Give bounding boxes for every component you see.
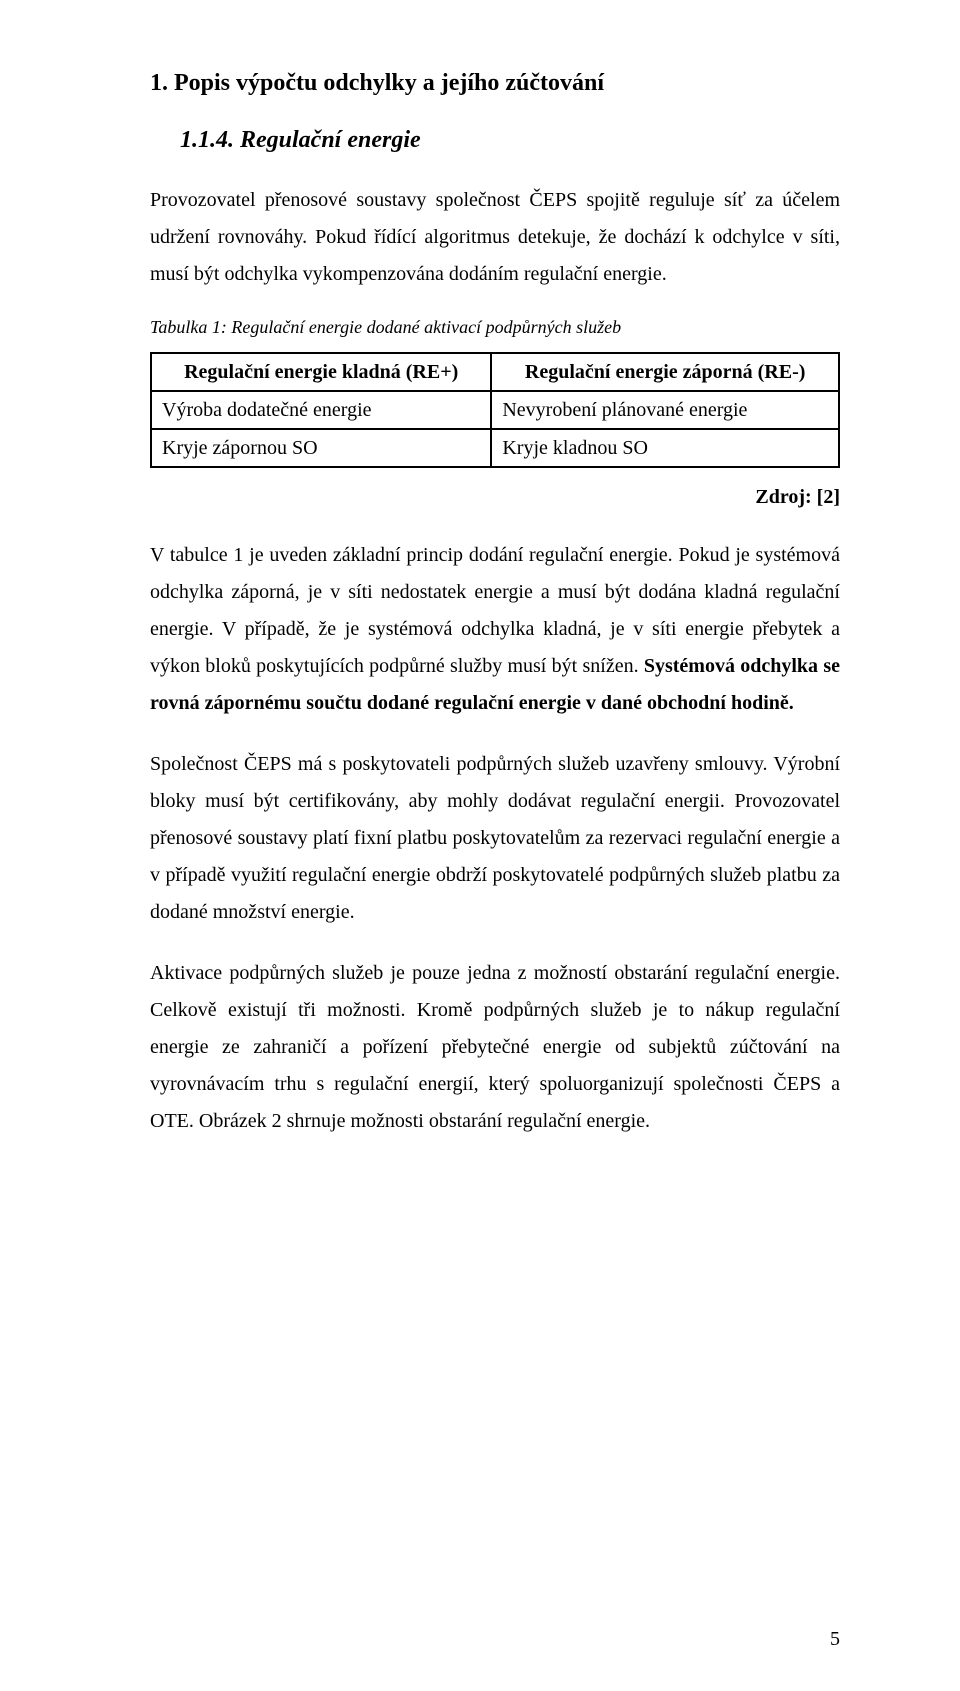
table-caption-text: : Regulační energie dodané aktivací podp… xyxy=(221,317,621,337)
regulation-energy-table: Regulační energie kladná (RE+) Regulační… xyxy=(150,352,840,468)
table-row: Kryje zápornou SO Kryje kladnou SO xyxy=(151,429,839,467)
paragraph-3: Společnost ČEPS má s poskytovateli podpů… xyxy=(150,746,840,931)
table-header-row: Regulační energie kladná (RE+) Regulační… xyxy=(151,353,839,391)
page-number: 5 xyxy=(830,1628,840,1651)
table-cell: Kryje zápornou SO xyxy=(151,429,491,467)
table-header-cell: Regulační energie kladná (RE+) xyxy=(151,353,491,391)
document-page: 1. Popis výpočtu odchylky a jejího zúčto… xyxy=(0,0,960,1691)
table-cell: Nevyrobení plánované energie xyxy=(491,391,839,429)
table-caption-number: Tabulka 1 xyxy=(150,317,221,337)
chapter-heading: 1. Popis výpočtu odchylky a jejího zúčto… xyxy=(150,70,840,97)
section-heading: 1.1.4. Regulační energie xyxy=(180,127,840,154)
paragraph-2: V tabulce 1 je uveden základní princip d… xyxy=(150,537,840,722)
table-cell: Výroba dodatečné energie xyxy=(151,391,491,429)
table-cell: Kryje kladnou SO xyxy=(491,429,839,467)
paragraph-4: Aktivace podpůrných služeb je pouze jedn… xyxy=(150,955,840,1140)
paragraph-1: Provozovatel přenosové soustavy společno… xyxy=(150,182,840,293)
table-source: Zdroj: [2] xyxy=(150,486,840,509)
table-header-cell: Regulační energie záporná (RE-) xyxy=(491,353,839,391)
table-row: Výroba dodatečné energie Nevyrobení plán… xyxy=(151,391,839,429)
table-caption: Tabulka 1: Regulační energie dodané akti… xyxy=(150,317,840,338)
